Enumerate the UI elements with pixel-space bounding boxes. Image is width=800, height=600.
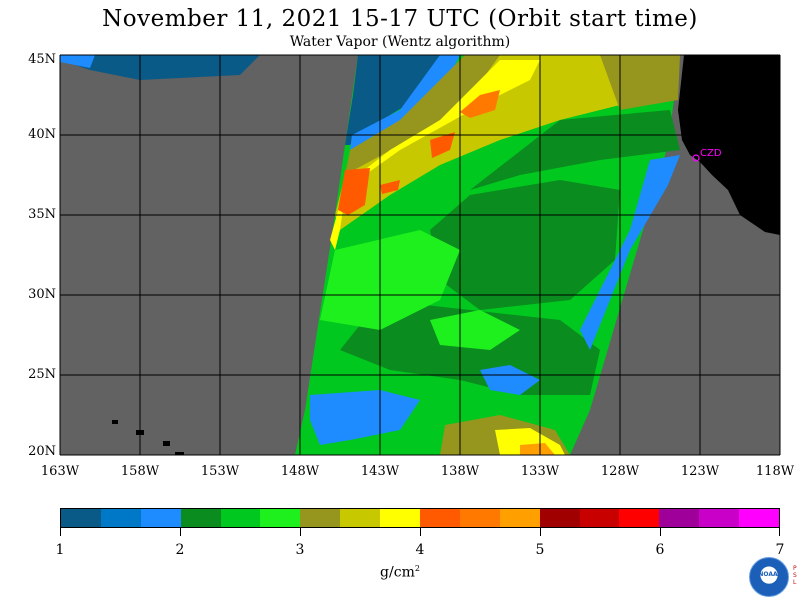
- map-title: November 11, 2021 15-17 UTC (Orbit start…: [102, 6, 698, 32]
- color-scale-segment: [739, 509, 780, 527]
- color-scale-segment: [220, 509, 261, 527]
- color-scale-segment: [699, 509, 740, 527]
- east-edge-blue: [580, 155, 680, 350]
- lat-label: 25N: [28, 367, 56, 382]
- color-scale-segment: [180, 509, 221, 527]
- psl-letter: L: [793, 579, 797, 586]
- color-scale-segment: [420, 509, 460, 527]
- scale-units: g/cm2: [370, 564, 430, 581]
- units-text: g/cm: [380, 564, 415, 581]
- color-scale-segment: [659, 509, 700, 527]
- hawaii-island-1: [112, 420, 118, 424]
- ar-yellow-band: [335, 55, 680, 230]
- bright-green-west: [320, 230, 460, 330]
- scale-tick: [540, 528, 541, 536]
- noaa-logo-icon: [749, 557, 789, 597]
- scale-label: 2: [175, 542, 185, 558]
- dark-green-central: [430, 180, 620, 310]
- lat-label: 40N: [28, 127, 56, 142]
- ar-orange-4: [380, 180, 400, 194]
- ar-orange-3: [338, 168, 370, 215]
- color-scale-segment: [579, 509, 620, 527]
- color-scale-segment: [340, 509, 381, 527]
- scale-label: 1: [55, 542, 65, 558]
- grid-lines: [59, 54, 781, 456]
- lon-label: 143W: [360, 464, 400, 479]
- color-scale-segment: [619, 509, 660, 527]
- south-blue-mid: [480, 365, 540, 395]
- ar-orange-2: [430, 132, 455, 158]
- lon-label: 128W: [600, 464, 640, 479]
- scale-label: 6: [655, 542, 665, 558]
- color-scale-segment: [140, 509, 181, 527]
- psl-badge: P S L: [793, 565, 800, 586]
- scale-tick: [660, 528, 661, 536]
- color-scale-segment: [539, 509, 580, 527]
- lat-label: 45N: [28, 52, 56, 67]
- lat-label: 20N: [28, 444, 56, 459]
- lon-label: 138W: [440, 464, 480, 479]
- south-blue-west: [310, 390, 420, 445]
- ar-core: [330, 60, 540, 250]
- ar-orange-1: [460, 90, 500, 118]
- scale-tick: [300, 528, 301, 536]
- lat-label: 35N: [28, 207, 56, 222]
- north-america-land: [678, 55, 780, 235]
- map-subtitle: Water Vapor (Wentz algorithm): [289, 34, 511, 50]
- noaa-logo-text: NOAA: [758, 571, 778, 578]
- cold-pool-edge: [60, 55, 95, 68]
- lon-label: 123W: [680, 464, 720, 479]
- south-orange: [520, 443, 555, 455]
- color-scale-segment: [380, 509, 421, 527]
- scale-tick: [779, 528, 780, 536]
- lon-label: 153W: [200, 464, 240, 479]
- units-superscript: 2: [414, 564, 420, 573]
- lon-label: 133W: [520, 464, 560, 479]
- scale-tick: [420, 528, 421, 536]
- color-scale-segment: [459, 509, 500, 527]
- lat-label: 30N: [28, 287, 56, 302]
- cold-pool-nw: [60, 55, 260, 80]
- lon-label: 118W: [755, 464, 795, 479]
- psl-letter: P: [793, 565, 797, 572]
- color-scale-segment: [260, 509, 301, 527]
- color-scale-bar: [60, 508, 780, 528]
- station-label: CZD: [700, 148, 722, 159]
- color-scale-segment: [100, 509, 141, 527]
- hawaii-island-4: [175, 452, 184, 455]
- scale-tick: [180, 528, 181, 536]
- scale-label: 5: [535, 542, 545, 558]
- low-vapor-band: [350, 55, 460, 150]
- color-scale-segment: [300, 509, 341, 527]
- scale-label: 4: [415, 542, 425, 558]
- dark-green-north: [470, 110, 680, 190]
- lon-label: 163W: [40, 464, 80, 479]
- psl-letter: S: [793, 572, 797, 579]
- scale-label: 3: [295, 542, 305, 558]
- scale-tick: [60, 528, 61, 536]
- color-scale-segment: [61, 509, 101, 527]
- station-marker-icon: [692, 154, 700, 162]
- hawaii-island-3: [163, 441, 170, 446]
- scale-label: 7: [775, 542, 785, 558]
- bright-green-mid: [430, 310, 520, 350]
- color-scale-segment: [499, 509, 540, 527]
- lon-label: 158W: [120, 464, 160, 479]
- lon-label: 148W: [280, 464, 320, 479]
